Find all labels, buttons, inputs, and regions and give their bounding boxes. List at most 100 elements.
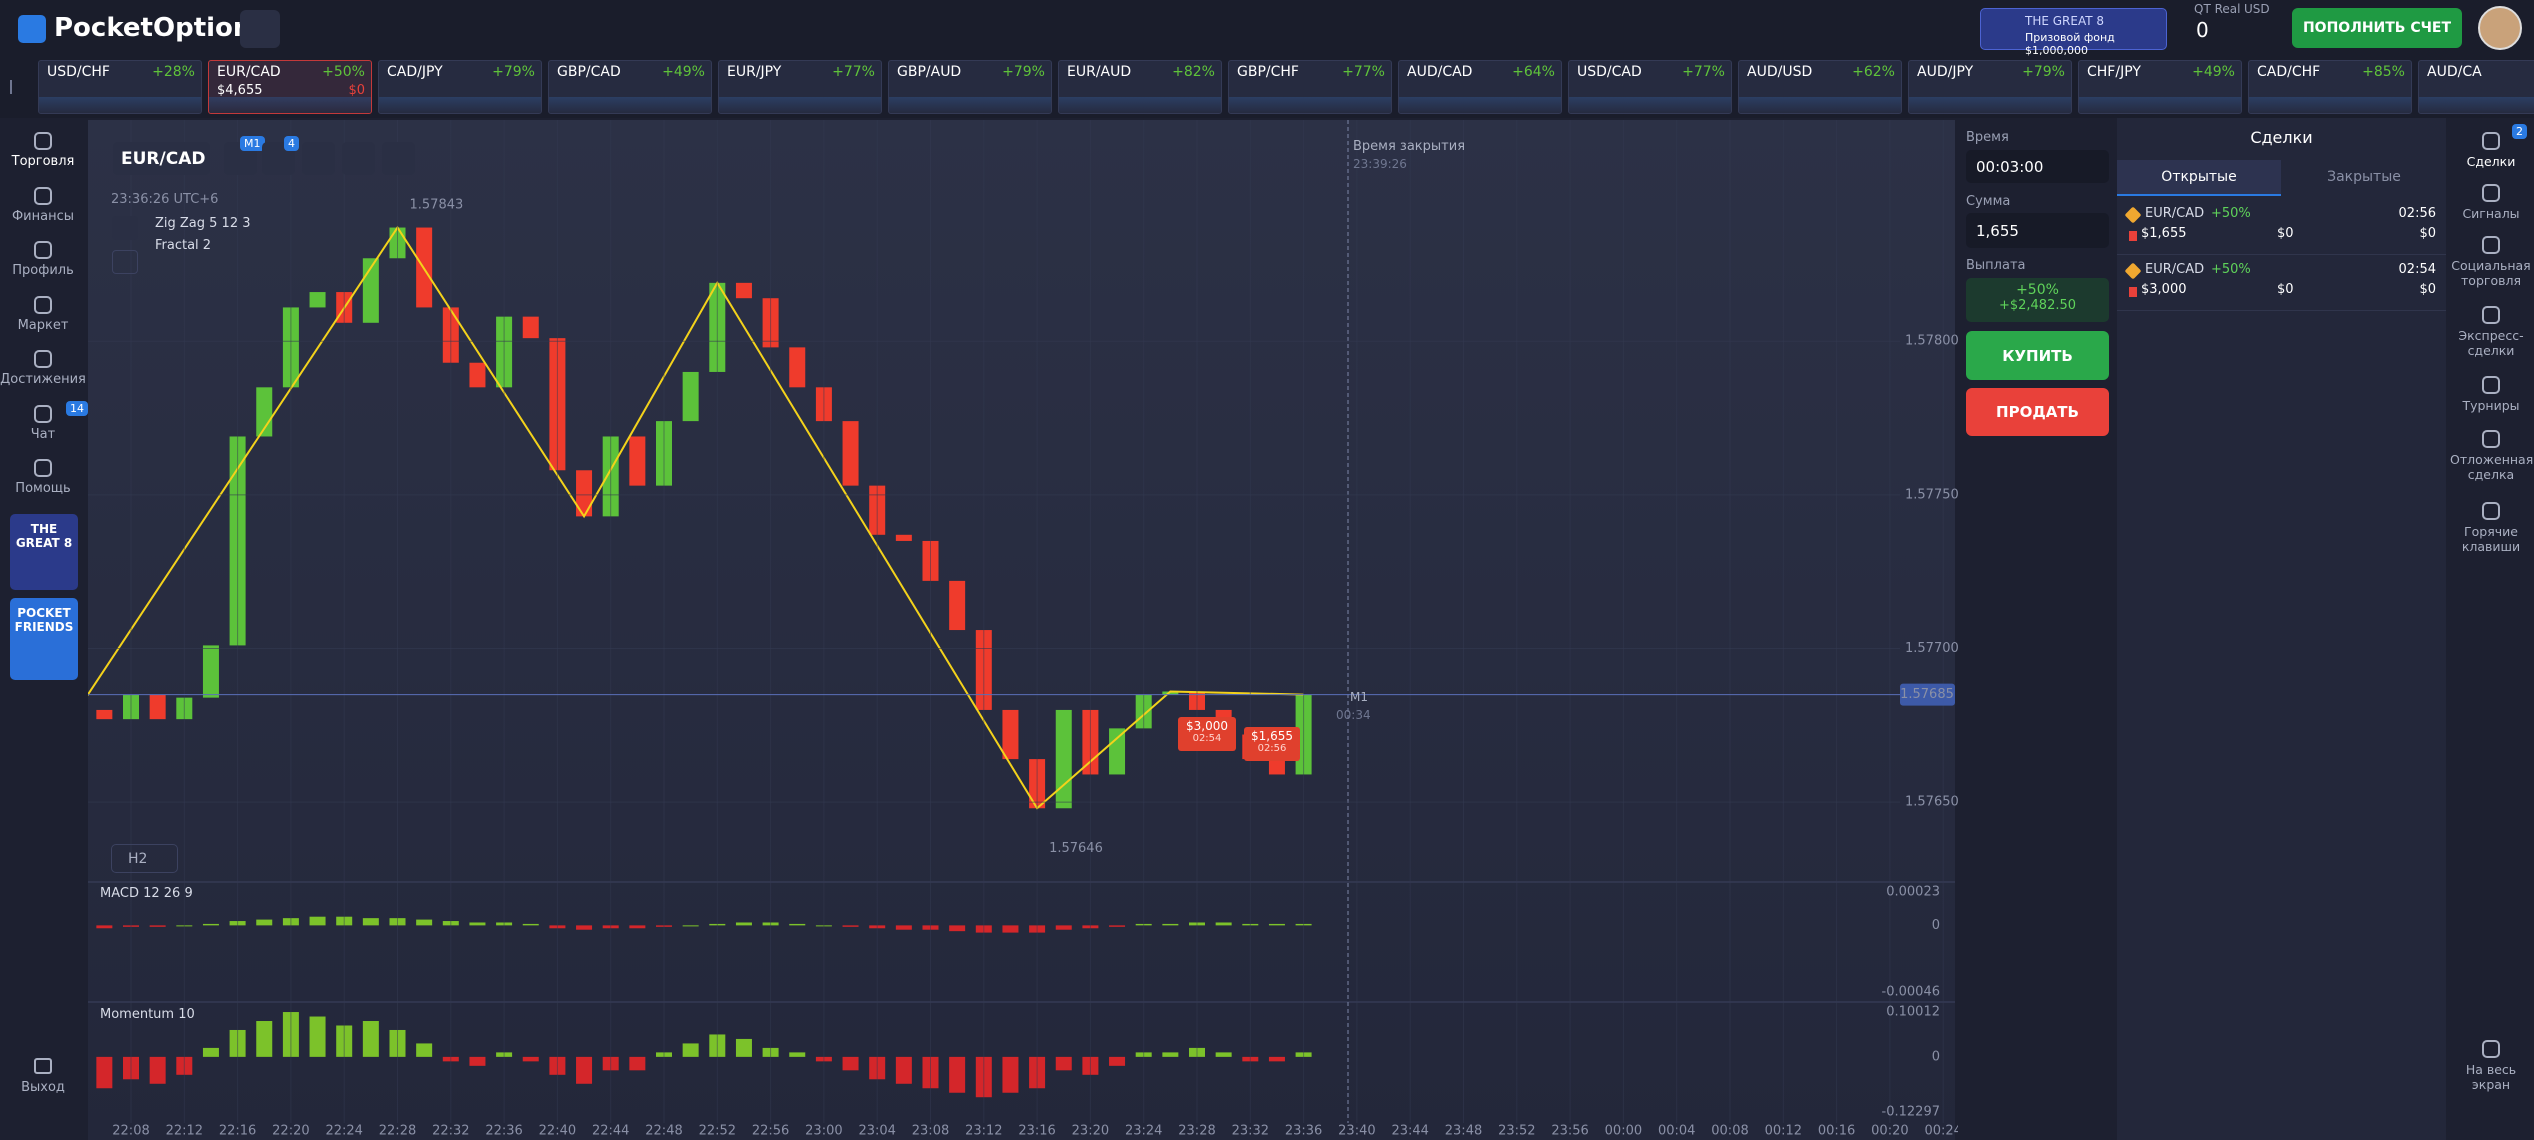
promo-card[interactable]: THE GREAT 8	[10, 514, 78, 590]
ticker-item[interactable]: USD/CAD +77%	[1568, 60, 1732, 114]
right-sidebar-label: Турниры	[2462, 398, 2520, 413]
ticker-item[interactable]: GBP/CAD +49%	[548, 60, 712, 114]
trade-direction	[2129, 287, 2137, 297]
right-sidebar-item[interactable]: Социальная торговля	[2448, 236, 2534, 298]
right-sidebar-label: Сделки	[2466, 154, 2516, 169]
right-sidebar-item[interactable]: Отложенная сделка	[2448, 430, 2534, 492]
text-tool[interactable]	[112, 250, 138, 274]
logo[interactable]: PocketOption	[54, 13, 252, 43]
sidebar-item[interactable]: Маркет	[0, 292, 86, 342]
timeframe-selector[interactable]: H2	[111, 844, 178, 873]
ticker-pair: CHF/JPY	[2087, 64, 2141, 80]
ticker-pair: AUD/USD	[1747, 64, 1813, 80]
ticker-arrow-left[interactable]	[10, 80, 22, 94]
ticker-item[interactable]: CAD/CHF +85%	[2248, 60, 2412, 114]
macd-bar	[1162, 923, 1179, 926]
ticker-item[interactable]: USD/CHF +28%	[38, 60, 202, 114]
ticker-item[interactable]: AUD/USD +62%	[1738, 60, 1902, 114]
ticker-pair: GBP/CAD	[557, 64, 621, 80]
x-tick-label: 23:44	[1391, 1124, 1428, 1139]
momentum-bar	[416, 1043, 433, 1057]
indicator-name[interactable]: Fractal 2	[155, 238, 212, 253]
macd-title[interactable]: MACD 12 26 9	[100, 886, 193, 901]
ticker-item[interactable]: EUR/JPY +77%	[718, 60, 882, 114]
amount-input[interactable]: 1,655	[1966, 213, 2109, 248]
right-sidebar-item[interactable]: На весь экран	[2448, 1040, 2534, 1102]
order-marker[interactable]: $3,000 02:54	[1178, 717, 1236, 751]
ticker-item[interactable]: EUR/CAD +50% $4,655 $0	[208, 60, 372, 114]
x-tick-label: 22:56	[752, 1124, 789, 1139]
right-sidebar-label: Экспресс-сделки	[2458, 328, 2524, 358]
favorites-button[interactable]	[240, 10, 280, 48]
drawing-button[interactable]	[302, 142, 335, 175]
sidebar-item[interactable]: Торговля	[0, 128, 86, 178]
x-tick-label: 23:52	[1498, 1124, 1535, 1139]
tab-closed[interactable]: Закрытые	[2327, 169, 2401, 185]
ticker-sparkline-area	[209, 97, 371, 113]
order-marker[interactable]: $1,655 02:56	[1244, 727, 1300, 761]
ticker-item[interactable]: EUR/AUD +82%	[1058, 60, 1222, 114]
x-tick-label: 22:28	[379, 1124, 416, 1139]
right-sidebar-icon	[2482, 306, 2500, 324]
candle	[149, 694, 166, 720]
ticker-item[interactable]: AUD/CA	[2418, 60, 2534, 114]
trade-pair: EUR/CAD	[2145, 206, 2205, 221]
macd-bar	[1109, 925, 1126, 927]
trade-row[interactable]: EUR/CAD +50% 02:54 $3,000 $0 $0	[2117, 258, 2446, 311]
sell-button[interactable]: ПРОДАТЬ	[1966, 388, 2109, 436]
right-sidebar-label: Отложенная сделка	[2450, 452, 2534, 482]
ticker-item[interactable]: AUD/JPY +79%	[1908, 60, 2072, 114]
balance[interactable]: 0	[2196, 18, 2209, 42]
asset-selector[interactable]: EUR/CAD	[113, 142, 210, 175]
ticker-payout: +64%	[1512, 64, 1555, 80]
momentum-bar	[522, 1056, 539, 1062]
right-sidebar-item[interactable]: Турниры	[2448, 376, 2534, 438]
deposit-button[interactable]: ПОПОЛНИТЬ СЧЕТ	[2292, 8, 2462, 48]
ticker-sparkline-area	[2249, 97, 2411, 113]
sidebar-item[interactable]: Чат 14	[0, 400, 88, 451]
ticker-payout: +77%	[832, 64, 875, 80]
right-sidebar-label: Социальная торговля	[2451, 258, 2531, 288]
sidebar-badge: 14	[66, 400, 88, 416]
sidebar-icon	[34, 295, 52, 314]
right-sidebar-item[interactable]: Экспресс-сделки	[2448, 306, 2534, 368]
ticker-item[interactable]: CAD/JPY +79%	[378, 60, 542, 114]
collapse-indicators[interactable]	[112, 216, 138, 240]
trade-row[interactable]: EUR/CAD +50% 02:56 $1,655 $0 $0	[2117, 202, 2446, 255]
x-tick-label: 22:24	[325, 1124, 362, 1139]
right-sidebar-item[interactable]: Горячие клавиши	[2448, 502, 2534, 564]
sidebar-item[interactable]: Финансы	[0, 183, 86, 233]
sidebar-item[interactable]: Профиль	[0, 237, 86, 287]
tab-open[interactable]: Открытые	[2117, 160, 2281, 196]
ticker-pair: AUD/CAD	[1407, 64, 1473, 80]
ticker-item[interactable]: AUD/CAD +64%	[1398, 60, 1562, 114]
sidebar-item[interactable]: Помощь	[0, 455, 86, 505]
momentum-bar	[149, 1056, 166, 1084]
more-button[interactable]	[342, 142, 375, 175]
sidebar-label: Торговля	[11, 154, 75, 169]
logout-icon[interactable]	[34, 1058, 52, 1074]
avatar[interactable]	[2478, 6, 2522, 50]
momentum-title[interactable]: Momentum 10	[100, 1007, 195, 1022]
time-input[interactable]: 00:03:00	[1966, 150, 2109, 183]
momentum-tick-label: -0.12297	[1882, 1105, 1940, 1120]
right-sidebar-item[interactable]: Сигналы	[2448, 184, 2534, 246]
right-sidebar: Сделки 2 Сигналы Социальная торговля Экспрес…	[2448, 118, 2534, 1140]
ticker-item[interactable]: GBP/CHF +77%	[1228, 60, 1392, 114]
macd-bar	[895, 925, 912, 930]
right-sidebar-item[interactable]: Сделки 2	[2448, 124, 2534, 194]
candle	[735, 282, 752, 299]
ticker-item[interactable]: CHF/JPY +49%	[2078, 60, 2242, 114]
logout-label[interactable]: Выход	[21, 1080, 65, 1095]
ticker-item[interactable]: GBP/AUD +79%	[888, 60, 1052, 114]
sidebar-item[interactable]: Достижения	[0, 346, 86, 396]
promo-card[interactable]: POCKET FRIENDS	[10, 598, 78, 680]
layout-button[interactable]	[382, 142, 415, 175]
ticker-profit: $0	[348, 83, 365, 98]
trade-direction	[2129, 231, 2137, 241]
x-tick-label: 00:16	[1818, 1124, 1855, 1139]
indicators-badge: 4	[284, 136, 299, 151]
promo-banner[interactable]: THE GREAT 8 Призовой фонд $1,000,000	[1980, 8, 2167, 57]
buy-button[interactable]: КУПИТЬ	[1966, 331, 2109, 380]
indicator-name[interactable]: Zig Zag 5 12 3	[155, 216, 251, 231]
